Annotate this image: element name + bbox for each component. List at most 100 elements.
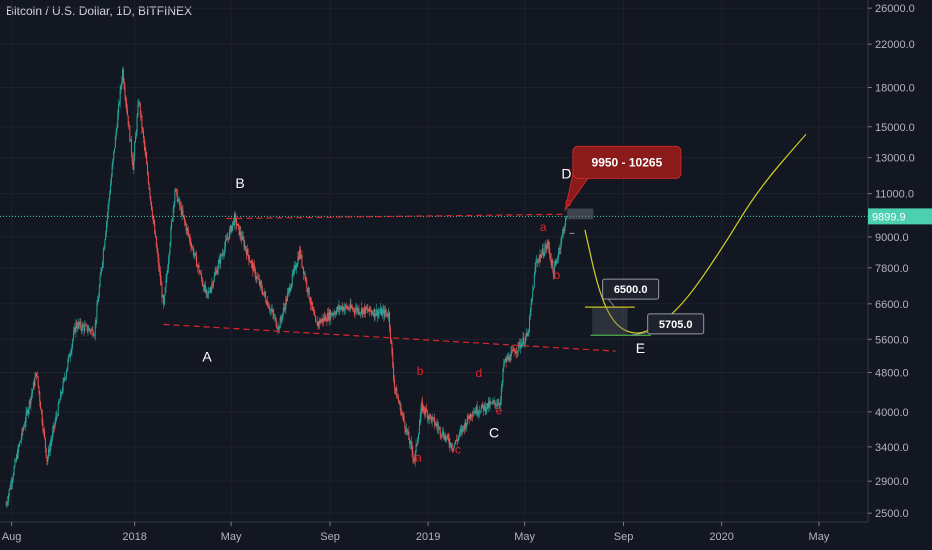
candle-body [53,425,55,427]
candle-body [357,308,359,312]
candle-body [108,199,110,206]
candle-body [83,326,85,331]
candle-body [463,426,465,430]
candle-body [159,271,161,282]
candle-body [334,312,336,314]
candle-body [427,415,429,419]
candle-body [107,205,109,215]
candle-body [405,428,407,432]
candle-body [271,310,273,311]
candle-body [196,255,198,267]
trendline [163,323,616,352]
candle-body [45,447,47,458]
candle-body [376,309,378,317]
candle-body [208,291,210,292]
candle-body [455,440,457,441]
candle-body [126,101,128,110]
candle-body [478,411,480,414]
candle-body [124,88,126,97]
wave-label-minor-a: a [540,220,547,234]
candle-body [18,445,20,448]
candle-body [150,196,152,202]
candle-body [277,328,279,330]
candle-body [486,403,488,410]
candle-body [501,382,503,389]
candle-body [300,255,302,258]
candle-body [210,287,212,292]
candle-body [448,438,450,444]
y-axis: 2500.0 2900.0 3400.0 4000.0 4800.0 5600.0 6600… [867,0,932,550]
candle-body [134,143,136,157]
candle-body [463,426,465,427]
candle-body [56,415,58,417]
candle-body [457,437,459,442]
candle-body [89,328,91,331]
candle-body [384,309,386,317]
candle-body [510,352,512,361]
candle-body [160,281,162,286]
candle-body [193,254,195,256]
candle-body [446,437,448,439]
candle-body [456,440,458,442]
candle-body [391,342,393,354]
candle-body [221,255,222,257]
wave-label-minor-b: b [553,268,560,282]
candle-body [469,413,471,420]
candle-body [283,307,285,309]
candle-body [270,309,272,311]
candle-body [370,310,372,312]
candle-body [251,261,253,263]
candle-body [110,184,112,194]
candle-body [40,401,42,410]
candle-body [186,228,188,231]
candle-body [38,386,40,393]
candle-body [467,415,469,424]
candle-body [260,281,262,285]
candle-body [109,193,111,200]
candle-body [474,411,476,413]
current-price-badge [868,208,932,225]
annotations: 6500.0 5705.0 9950 - 10265 [0,133,868,352]
candle-body [323,317,325,322]
candle-body [557,253,559,259]
candle-body [158,257,160,269]
candle-body [294,265,296,269]
candle-body [496,404,498,406]
candle-body [550,258,552,265]
y-axis-panel [868,0,932,550]
candle-body [520,344,522,348]
candle-body [199,272,201,274]
candle-body [281,319,283,320]
candle-body [368,310,370,312]
candle-body [518,342,520,344]
candle-body [408,431,410,441]
candle-body [311,301,313,305]
candle-body [360,308,362,313]
x-tick-label: May [809,531,830,543]
candle-body [170,228,172,244]
candle-body [216,269,218,274]
candle-body [35,372,37,378]
candle-body [70,351,72,355]
candle-body [116,127,118,131]
candle-body [82,324,84,327]
candle-body [491,401,493,404]
candle-body [275,318,277,327]
candle-body [62,381,64,392]
candle-body [141,115,143,129]
candle-body [121,80,123,87]
candle-body [395,388,397,390]
candle-body [100,271,102,277]
candle-body [526,333,528,336]
candle-body [208,291,210,294]
candle-body [316,321,318,326]
candle-body [71,344,73,352]
candle-body [244,245,246,248]
candle-body [64,378,66,379]
candle-body [520,344,522,348]
x-tick-label: Sep [320,531,340,543]
candle-body [366,309,368,310]
candle-body [48,448,50,457]
candle-body [11,479,13,484]
